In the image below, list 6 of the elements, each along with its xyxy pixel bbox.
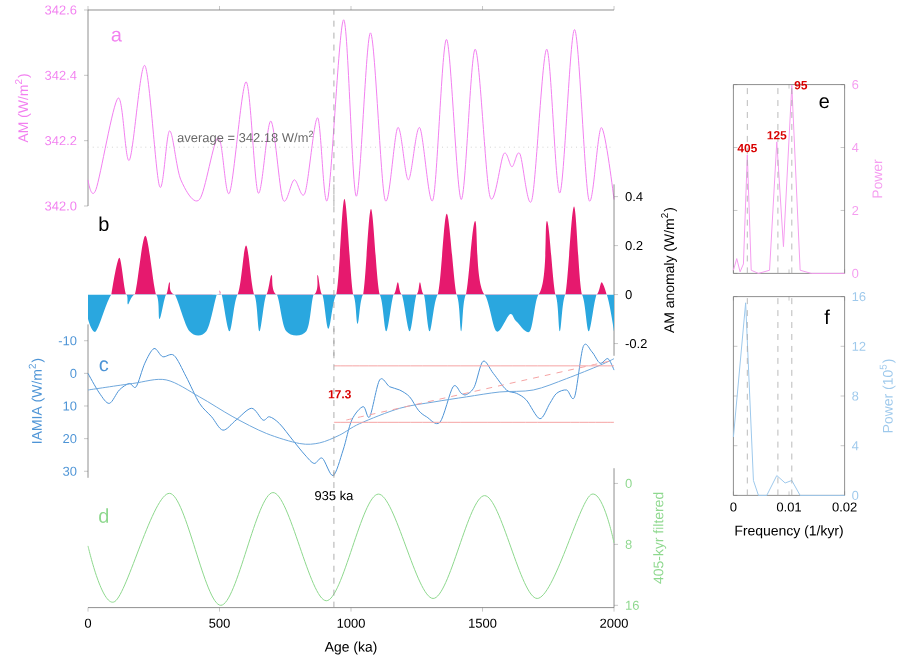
annotation: d	[99, 508, 109, 523]
annotation: b	[99, 216, 109, 232]
annotation: e	[819, 97, 829, 109]
annotation: a	[111, 30, 122, 42]
annotation: f	[824, 309, 830, 325]
annotation: c	[99, 360, 109, 372]
